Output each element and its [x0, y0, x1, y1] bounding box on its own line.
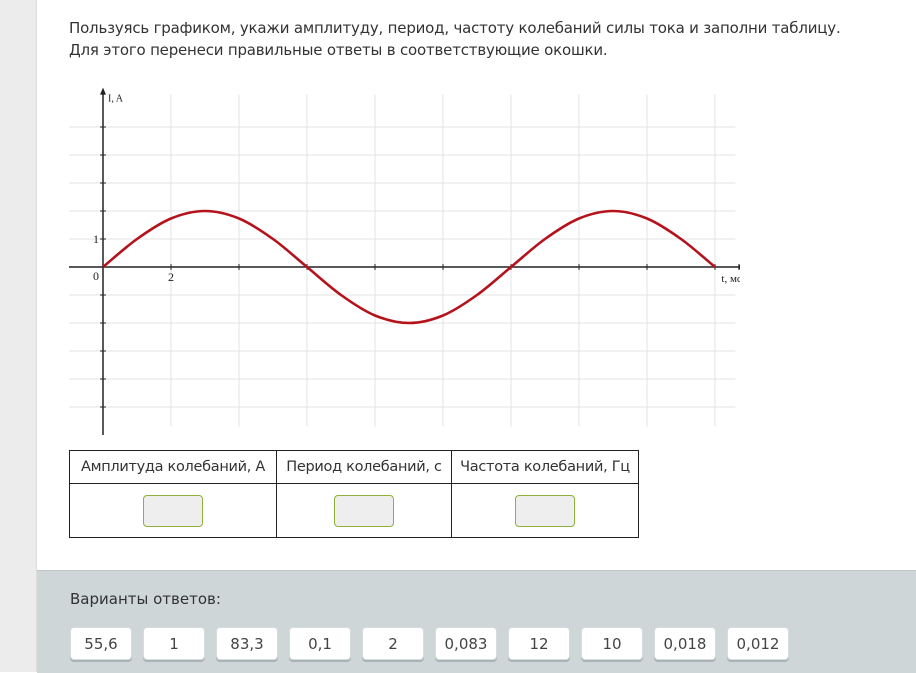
answer-option[interactable]: 0,083 [435, 627, 497, 660]
answer-table: Амплитуда колебаний, А Период колебаний,… [69, 450, 639, 538]
answer-option[interactable]: 2 [362, 627, 424, 660]
answer-option[interactable]: 55,6 [70, 627, 132, 660]
origin-label: 0 [93, 269, 99, 283]
y-tick-label: 1 [93, 232, 99, 246]
period-drop-slot[interactable] [334, 494, 394, 527]
header-frequency: Частота колебаний, Гц [451, 450, 639, 484]
frequency-drop-slot[interactable] [515, 494, 575, 527]
question-line-1: Пользуясь графиком, укажи амплитуду, пер… [69, 19, 841, 37]
answer-option[interactable]: 0,018 [654, 627, 716, 660]
y-axis-label: I, A [108, 94, 124, 105]
header-amplitude: Амплитуда колебаний, А [69, 450, 277, 484]
answer-option[interactable]: 0,012 [727, 627, 789, 660]
cell-amplitude [69, 483, 277, 538]
answer-options-label: Варианты ответов: [70, 590, 221, 608]
question-text: Пользуясь графиком, укажи амплитуду, пер… [69, 17, 841, 61]
answer-option[interactable]: 1 [143, 627, 205, 660]
answer-option[interactable]: 10 [581, 627, 643, 660]
amplitude-drop-slot[interactable] [143, 494, 203, 527]
answer-option[interactable]: 12 [508, 627, 570, 660]
answer-option[interactable]: 83,3 [216, 627, 278, 660]
header-period: Период колебаний, с [276, 450, 452, 484]
cell-frequency [451, 483, 639, 538]
y-axis-arrow [100, 87, 106, 95]
current-curve [102, 209, 716, 325]
left-sidebar-strip [0, 0, 37, 672]
x-axis-arrow [738, 264, 740, 270]
answer-option[interactable]: 0,1 [289, 627, 351, 660]
current-time-graph: I, A t, мс 0 2 1 [69, 87, 740, 435]
question-line-2: Для этого перенеси правильные ответы в с… [69, 41, 608, 59]
answer-options-list: 55,6 1 83,3 0,1 2 0,083 12 10 0,018 0,012 [70, 627, 789, 660]
x-axis-label: t, мс [721, 273, 740, 285]
x-tick-label: 2 [168, 270, 174, 284]
cell-period [276, 483, 452, 538]
answer-options-panel: Варианты ответов: 55,6 1 83,3 0,1 2 0,083 12 10… [37, 570, 916, 673]
